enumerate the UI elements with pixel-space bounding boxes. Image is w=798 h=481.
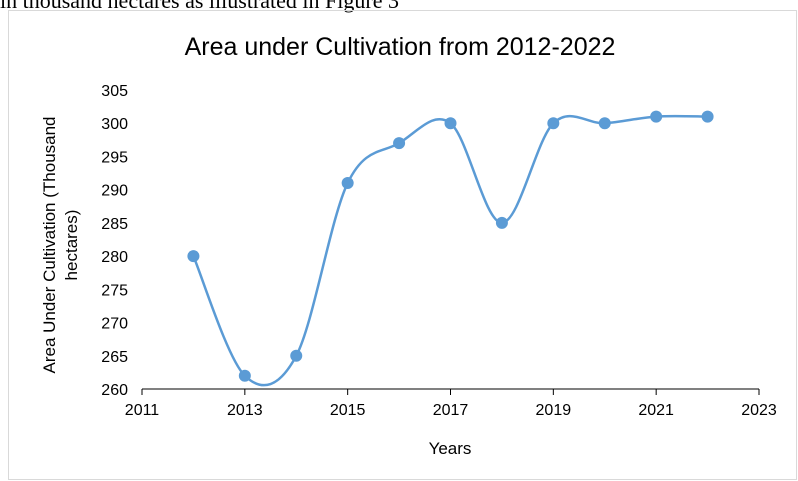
series-group [187, 110, 714, 387]
y-tick-label: 265 [101, 349, 128, 366]
data-point [187, 250, 200, 263]
axes-group: 2011 2013 2015 2017 2019 2021 2023 260 265 270 275… [101, 83, 777, 419]
y-tick-label: 300 [101, 116, 128, 133]
x-tick-label: 2021 [638, 402, 674, 419]
data-point [290, 349, 303, 362]
x-tick-label: 2017 [433, 402, 469, 419]
chart-frame [8, 10, 797, 480]
data-point [547, 117, 560, 130]
figure-intro-text: in thousand hectares as illustrated in F… [0, 0, 399, 13]
y-tick-label: 285 [101, 216, 128, 233]
x-tick-label: 2011 [125, 402, 160, 419]
x-tick-label: 2013 [227, 402, 263, 419]
y-axis-label: Area Under Cultivation (Thousand hectare… [40, 116, 81, 373]
y-tick-label: 260 [101, 382, 128, 399]
y-tick-label: 270 [101, 316, 128, 333]
x-tick-label: 2023 [741, 402, 777, 419]
data-point [701, 110, 714, 123]
y-tick-label: 275 [101, 282, 128, 299]
series-line [192, 114, 708, 387]
x-axis-label: Years [429, 439, 472, 458]
y-tick-label: 280 [101, 249, 128, 266]
y-tick-label: 295 [101, 149, 128, 166]
data-point [650, 110, 663, 123]
x-tick-label: 2015 [330, 402, 366, 419]
y-axis-label-line-2: hectares) [62, 210, 81, 281]
data-point [341, 177, 354, 190]
data-point [598, 117, 611, 130]
y-tick-label: 290 [101, 183, 128, 200]
data-point [495, 216, 508, 229]
y-tick-label: 305 [101, 83, 128, 100]
y-axis-label-line-1: Area Under Cultivation (Thousand [40, 116, 59, 373]
data-point [238, 369, 251, 382]
x-tick-label: 2019 [536, 402, 572, 419]
data-point [444, 117, 457, 130]
data-point [393, 137, 406, 150]
chart-title: Area under Cultivation from 2012-2022 [185, 33, 616, 61]
